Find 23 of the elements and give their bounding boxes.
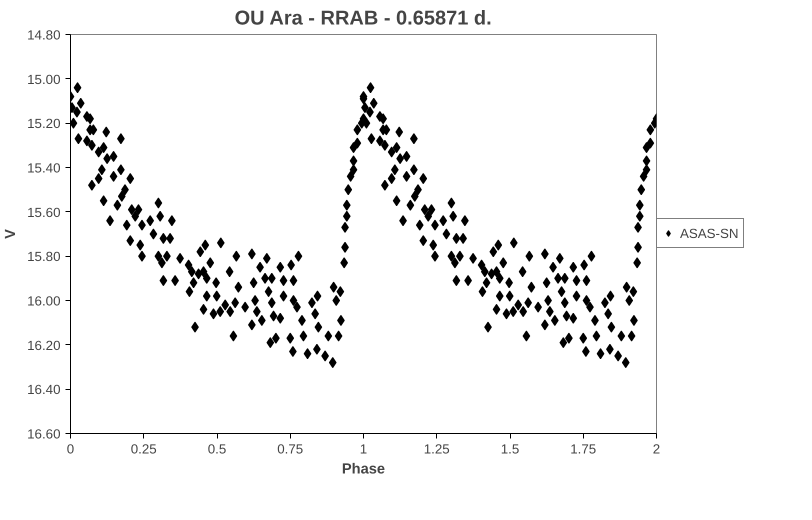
x-tick-label: 0.25 <box>130 442 157 456</box>
legend-label: ASAS-SN <box>680 226 739 240</box>
x-tick-label: 0.5 <box>208 442 226 456</box>
y-tick-label: 16.00 <box>27 294 61 308</box>
y-tick-label: 15.80 <box>27 249 61 264</box>
y-tick-label: 15.00 <box>27 72 61 87</box>
x-tick-label: 0 <box>66 442 74 456</box>
y-tick-label: 16.60 <box>27 426 61 442</box>
x-tick-label: 1.25 <box>424 442 450 456</box>
y-tick-label: 15.20 <box>27 116 61 132</box>
y-tick-label: 15.60 <box>27 204 61 220</box>
x-tick-label: 1.75 <box>570 442 596 456</box>
y-tick-label: 16.40 <box>27 382 61 398</box>
y-tick-label: 14.80 <box>27 28 61 42</box>
x-axis-title: Phase <box>342 462 386 478</box>
x-tick-label: 1.5 <box>500 442 520 456</box>
y-axis-title: V <box>3 228 20 239</box>
x-tick-label: 1 <box>360 442 368 456</box>
y-tick-label: 15.40 <box>27 160 61 176</box>
y-tick-label: 16.20 <box>27 338 61 353</box>
chart-title: OU Ara - RRAB - 0.65871 d. <box>234 8 492 30</box>
x-tick-label: 0.75 <box>277 442 304 456</box>
x-tick-label: 2 <box>652 442 660 456</box>
